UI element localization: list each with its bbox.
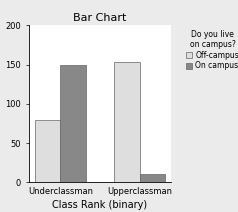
Legend: Off-campus, On campus: Off-campus, On campus [182, 26, 238, 74]
Bar [114, 62, 139, 182]
Y-axis label: Count: Count [0, 89, 1, 118]
Title: Bar Chart: Bar Chart [73, 13, 127, 23]
Bar [139, 174, 165, 182]
X-axis label: Class Rank (binary): Class Rank (binary) [52, 200, 148, 210]
Bar [60, 65, 86, 182]
Bar [35, 120, 60, 182]
